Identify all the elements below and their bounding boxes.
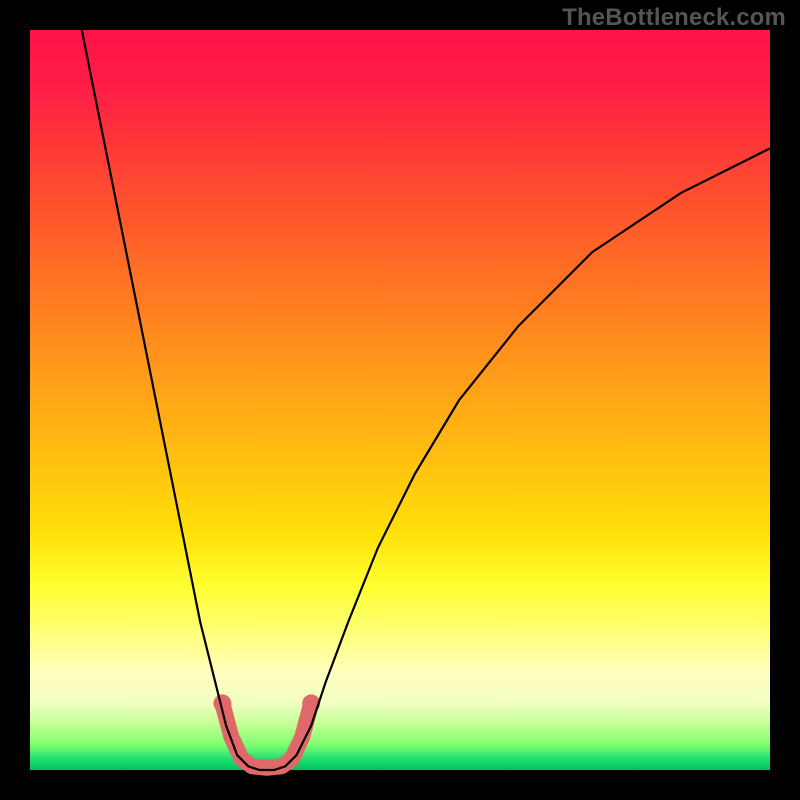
plot-background	[30, 30, 770, 770]
chart-canvas: TheBottleneck.com	[0, 0, 800, 800]
watermark-text: TheBottleneck.com	[562, 4, 786, 32]
bottleneck-chart-svg	[0, 0, 800, 800]
